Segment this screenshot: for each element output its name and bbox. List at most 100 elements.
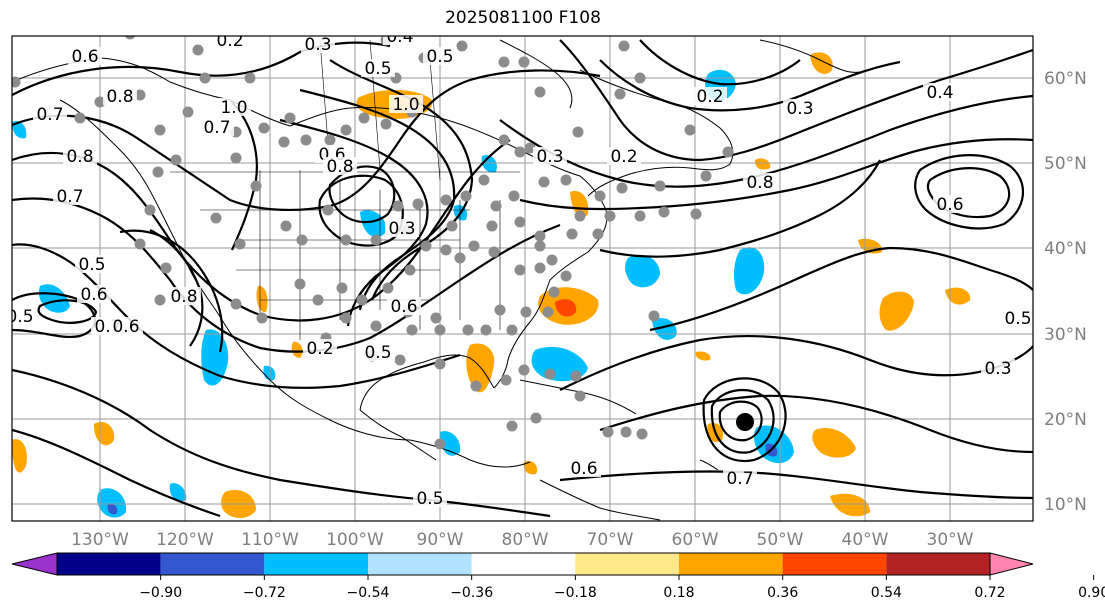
contour-label: 0.8 xyxy=(170,287,197,307)
contour-label: 0.5 xyxy=(416,489,443,509)
contour-label: 0.4 xyxy=(386,27,413,47)
map-title: 2025081100 F108 xyxy=(445,8,601,28)
contour-label: 0.3 xyxy=(388,219,415,239)
station-dot xyxy=(722,146,734,158)
positive-anomaly xyxy=(879,291,914,331)
contour-label: 0.7 xyxy=(56,187,83,207)
contour-label-background xyxy=(213,36,247,49)
station-dot xyxy=(654,180,666,192)
contour-label-background xyxy=(12,307,37,325)
latitude-labels: 60°N 50°N 40°N 30°N 20°N 10°N xyxy=(1044,69,1087,515)
station-dot xyxy=(574,210,586,222)
station-dot xyxy=(460,190,472,202)
station-dot xyxy=(486,220,498,232)
station-dot xyxy=(500,374,512,386)
station-dot xyxy=(602,426,614,438)
contour-label: 0.5 xyxy=(364,59,391,79)
contour-label: 0.2 xyxy=(610,147,637,167)
station-dot xyxy=(524,142,536,154)
contour-label: 0.3 xyxy=(536,147,563,167)
station-dot xyxy=(294,278,306,290)
contour-labels: 0.2 0.3 0.40.51.00.50.60.80.7 1.00.70.80.70… xyxy=(6,27,1033,509)
contour-label: 0.6 xyxy=(570,459,597,479)
station-dot xyxy=(658,206,670,218)
station-dot xyxy=(312,294,324,306)
station-dot xyxy=(412,198,424,210)
contour-label-background xyxy=(383,36,417,45)
station-dot xyxy=(336,282,348,294)
station-dot xyxy=(94,96,106,108)
station-dot xyxy=(468,240,480,252)
graticule xyxy=(12,36,1033,521)
station-dot xyxy=(560,174,572,186)
station-dot xyxy=(634,72,646,84)
station-dot xyxy=(382,282,394,294)
colorbar-extend-high xyxy=(989,552,1034,576)
positive-anomaly xyxy=(830,493,870,517)
positive-anomaly xyxy=(812,428,856,458)
contour-label: 0.3 xyxy=(984,359,1011,379)
station-dot xyxy=(518,56,530,68)
contour-label: 0.2 xyxy=(216,31,243,51)
positive-anomaly xyxy=(94,421,115,446)
colorbar-segment xyxy=(57,553,161,575)
longitude-label: 120°W xyxy=(156,530,214,550)
negative-anomaly xyxy=(169,483,187,502)
station-dot xyxy=(278,136,290,148)
contour-label-background xyxy=(389,95,423,113)
station-dot xyxy=(548,286,560,298)
station-dot xyxy=(480,324,492,336)
longitude-label: 60°W xyxy=(672,530,719,550)
contour-label-background xyxy=(607,147,641,165)
contour-label: 0.5 xyxy=(6,307,33,327)
station-dot xyxy=(592,228,604,240)
contour-label-background xyxy=(33,105,67,123)
positive-anomaly xyxy=(945,287,971,305)
station-dot xyxy=(404,264,416,276)
contour-label-background xyxy=(75,255,109,273)
contour-label-background xyxy=(63,147,97,165)
colorbar-tick-label: 0.54 xyxy=(871,585,902,601)
anomaly-shading xyxy=(12,52,971,519)
station-dot xyxy=(508,190,520,202)
station-dot xyxy=(199,72,211,84)
contour-label: 0.8 xyxy=(106,87,133,107)
station-dot xyxy=(594,190,606,202)
station-dot xyxy=(154,294,166,306)
station-dot xyxy=(530,412,542,424)
contour-label: 0.5 xyxy=(78,255,105,275)
latitude-label: 10°N xyxy=(1044,495,1087,515)
station-dot xyxy=(440,194,452,206)
map-frame xyxy=(11,35,1034,522)
station-dot xyxy=(634,210,646,222)
longitude-labels: 130°W 120°W 110°W 100°W 90°W 80°W 70°W 60°W 50°W… xyxy=(71,530,974,550)
contour-label: 0.3 xyxy=(304,35,331,55)
map-background xyxy=(12,36,1033,521)
station-dot xyxy=(636,428,648,440)
contour-label: 0.3 xyxy=(786,99,813,119)
latitude-label: 60°N xyxy=(1044,69,1087,89)
contour-label: 0.8 xyxy=(746,173,773,193)
colorbar-segment xyxy=(782,553,887,575)
station-dot xyxy=(340,124,352,136)
contour-label-background xyxy=(783,99,817,117)
contour-label: 0.6 xyxy=(936,195,963,215)
contour-label-background xyxy=(743,173,777,191)
contour-label-background xyxy=(200,118,234,136)
station-dot xyxy=(370,320,382,332)
colorbar-tick-label: −0.90 xyxy=(139,585,182,601)
station-dot xyxy=(574,390,586,402)
colorbar-segment xyxy=(679,553,783,575)
station-dot xyxy=(440,244,452,256)
station-dot xyxy=(358,112,370,124)
contour-label: 1.0 xyxy=(220,98,247,118)
station-dot xyxy=(434,324,446,336)
station-dot xyxy=(506,324,518,336)
longitude-label: 30°W xyxy=(927,530,974,550)
station-dot xyxy=(544,368,556,380)
station-dot xyxy=(12,76,21,88)
contour-label-background xyxy=(723,469,757,487)
negative-anomaly xyxy=(97,488,127,518)
contour-label-background xyxy=(981,359,1015,377)
contour-label-background xyxy=(361,59,395,77)
